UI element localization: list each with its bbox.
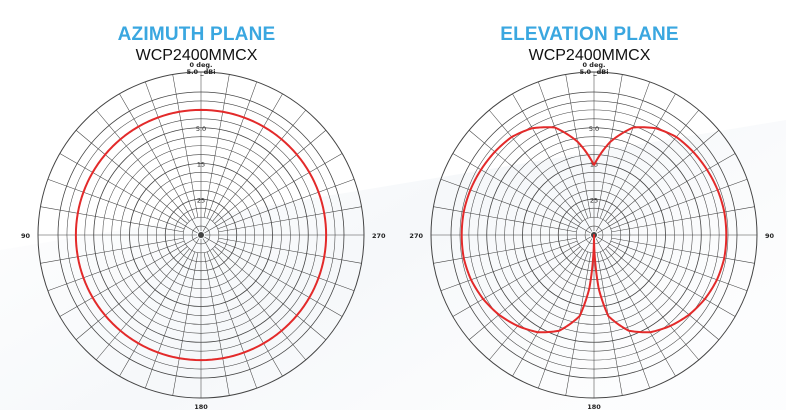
- right-angle-label: 90: [765, 232, 775, 240]
- grid-spoke: [144, 81, 196, 219]
- left-angle-label: 270: [409, 232, 423, 240]
- grid-spoke: [172, 74, 199, 218]
- ring-label: 5.0: [196, 125, 206, 133]
- grid-spoke: [218, 206, 362, 233]
- grid-spoke: [440, 178, 578, 230]
- grid-spoke: [119, 93, 200, 232]
- grid-spoke: [96, 248, 190, 361]
- grid-spoke: [611, 237, 755, 264]
- grid-spoke: [172, 252, 199, 396]
- grid-spoke: [512, 93, 593, 232]
- grid-spoke: [217, 240, 355, 292]
- grid-spoke: [212, 109, 306, 222]
- grid-spoke: [452, 153, 591, 234]
- grid-spoke: [203, 74, 230, 218]
- grid-spoke: [75, 130, 188, 224]
- grid-spoke: [214, 246, 327, 340]
- elevation-chart-panel: ELEVATION PLANE WCP2400MMCX 5.0 15 25 0 deg…: [393, 0, 786, 410]
- ring-label: 5.0: [589, 125, 599, 133]
- grid-spoke: [40, 237, 184, 264]
- grid-spoke: [610, 178, 748, 230]
- grid-spoke: [59, 236, 198, 317]
- grid-spoke: [605, 248, 699, 361]
- grid-spoke: [565, 74, 592, 218]
- grid-spoke: [47, 240, 185, 292]
- left-angle-label: 90: [21, 232, 31, 240]
- bottom-angle-label: 180: [587, 403, 601, 410]
- top-angle-label: 0 deg.: [190, 61, 213, 69]
- grid-spoke: [468, 246, 581, 340]
- grid-spoke: [96, 109, 190, 222]
- grid-spoke: [119, 238, 200, 377]
- grid-spoke: [206, 81, 258, 219]
- grid-spoke: [565, 252, 592, 396]
- grid-spoke: [599, 81, 651, 219]
- grid-spoke: [214, 130, 327, 224]
- gain-pattern-trace: [74, 108, 328, 362]
- chart-title: ELEVATION PLANE: [500, 24, 679, 45]
- grid-spoke: [596, 252, 623, 396]
- gain-pattern-trace: [460, 126, 728, 334]
- grid-spoke: [512, 238, 593, 377]
- grid-spoke: [597, 153, 736, 234]
- azimuth-chart-panel: AZIMUTH PLANE WCP2400MMCX 5.0 15 25 0 deg. 5…: [21, 24, 386, 410]
- chart-title: AZIMUTH PLANE: [117, 24, 276, 45]
- grid-spoke: [75, 246, 188, 340]
- bottom-angle-label: 180: [194, 403, 208, 410]
- ring-label: 25: [197, 196, 205, 204]
- grid-spoke: [452, 236, 591, 317]
- grid-spoke: [204, 236, 343, 317]
- top-angle-label: 0 deg.: [583, 61, 606, 69]
- grid-spoke: [144, 251, 196, 389]
- grid-spoke: [468, 130, 581, 224]
- grid-spoke: [206, 251, 258, 389]
- azimuth-polar-plot: 5.0 15 25 0 deg.5.0 _dBi 90 270 180: [21, 61, 386, 410]
- right-angle-label: 270: [372, 232, 386, 240]
- grid-spoke: [204, 153, 343, 234]
- grid-spoke: [203, 252, 230, 396]
- grid-spoke: [217, 178, 355, 230]
- grid-spoke: [433, 237, 577, 264]
- grid-spoke: [59, 153, 198, 234]
- grid-spoke: [607, 130, 720, 224]
- grid-spoke: [611, 206, 755, 233]
- grid-spoke: [610, 240, 748, 292]
- grid-spoke: [605, 109, 699, 222]
- grid-spoke: [537, 81, 589, 219]
- scale-label: 5.0 _dBi: [187, 68, 216, 76]
- grid-spoke: [433, 206, 577, 233]
- ring-label: 15: [197, 161, 205, 169]
- grid-spoke: [40, 206, 184, 233]
- scale-label: 5.0 _dBi: [580, 68, 609, 76]
- grid-spoke: [212, 248, 306, 361]
- grid-spoke: [218, 237, 362, 264]
- grid-spoke: [607, 246, 720, 340]
- grid-spoke: [595, 93, 676, 232]
- center-hub: [198, 232, 204, 238]
- grid-spoke: [537, 251, 589, 389]
- grid-spoke: [47, 178, 185, 230]
- grid-spoke: [202, 93, 283, 232]
- grid-spoke: [597, 236, 736, 317]
- chart-subtitle: WCP2400MMCX: [528, 47, 651, 64]
- grid-spoke: [202, 238, 283, 377]
- grid-spoke: [599, 251, 651, 389]
- grid-spoke: [595, 238, 676, 377]
- grid-spoke: [489, 109, 583, 222]
- grid-spoke: [489, 248, 583, 361]
- ring-label: 25: [590, 196, 598, 204]
- grid-spoke: [596, 74, 623, 218]
- chart-subtitle: WCP2400MMCX: [135, 47, 258, 64]
- grid-spoke: [440, 240, 578, 292]
